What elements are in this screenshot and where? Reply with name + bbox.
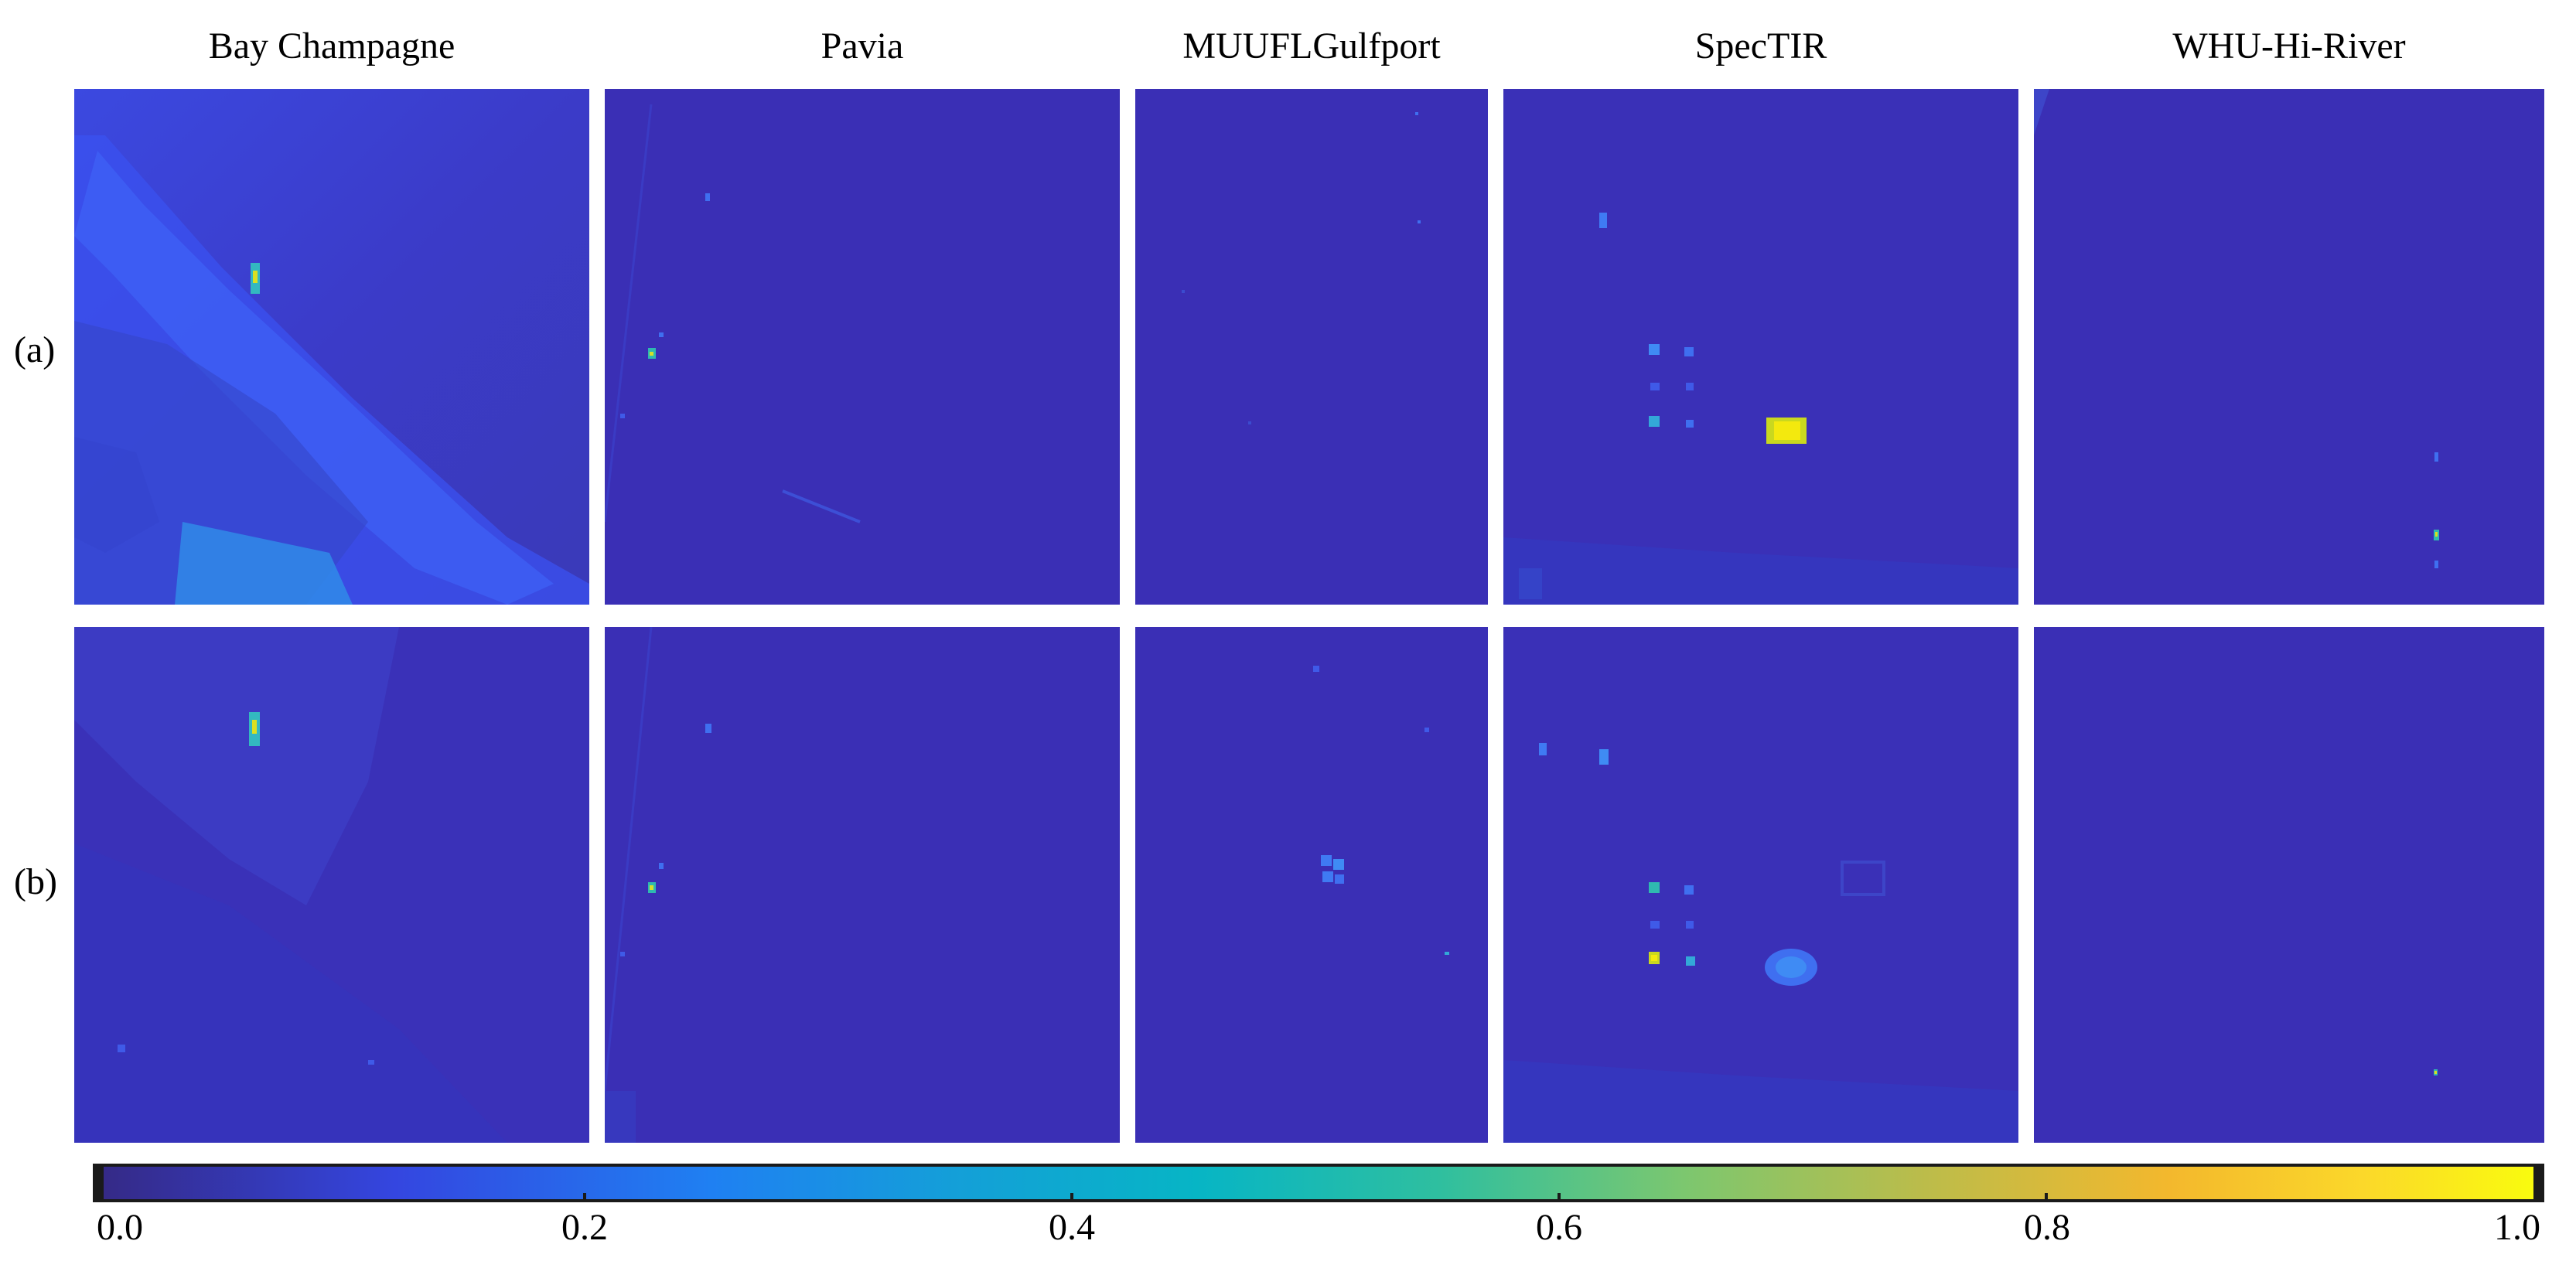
colorbar-tick-0-4 xyxy=(1070,1193,1073,1199)
panel-b-muufl-gulfport xyxy=(1135,627,1488,1143)
colorbar-ticklabel-0-6: 0.6 xyxy=(1536,1207,1582,1248)
column-title-spectir: SpecTIR xyxy=(1694,26,1827,66)
column-title-whu-hi-river: WHU-Hi-River xyxy=(2172,26,2406,66)
column-title-bay-champagne: Bay Champagne xyxy=(208,26,455,66)
colorbar-ticklabel-0-8: 0.8 xyxy=(2024,1207,2070,1248)
colorbar-tick-0-6 xyxy=(1558,1193,1561,1199)
colorbar-tick-0-2 xyxy=(583,1193,586,1199)
column-title-muufl-gulfport: MUUFLGulfport xyxy=(1182,26,1441,66)
colorbar-left-cap xyxy=(96,1167,104,1199)
colorbar-gradient xyxy=(104,1167,2533,1199)
colorbar-ticklabel-0-4: 0.4 xyxy=(1049,1207,1095,1248)
colorbar xyxy=(93,1164,2544,1202)
panel-a-pavia xyxy=(605,89,1120,605)
colorbar-ticklabel-0-2: 0.2 xyxy=(561,1207,608,1248)
row-label-a: (a) xyxy=(14,329,56,370)
panel-b-spectir xyxy=(1503,627,2018,1143)
panel-a-spectir xyxy=(1503,89,2018,605)
panel-a-whu-hi-river xyxy=(2034,89,2544,605)
panel-b-bay-champagne xyxy=(74,627,589,1143)
panel-a-bay-champagne xyxy=(74,89,589,605)
panel-b-pavia xyxy=(605,627,1120,1143)
row-label-b: (b) xyxy=(14,861,57,902)
column-title-pavia: Pavia xyxy=(821,26,904,66)
colorbar-tick-0-8 xyxy=(2045,1193,2048,1199)
colorbar-ticklabel-0-0: 0.0 xyxy=(97,1207,143,1248)
colorbar-right-cap xyxy=(2533,1167,2541,1199)
panel-b-whu-hi-river xyxy=(2034,627,2544,1143)
colorbar-ticklabel-1-0: 1.0 xyxy=(2494,1207,2540,1248)
panel-a-muufl-gulfport xyxy=(1135,89,1488,605)
